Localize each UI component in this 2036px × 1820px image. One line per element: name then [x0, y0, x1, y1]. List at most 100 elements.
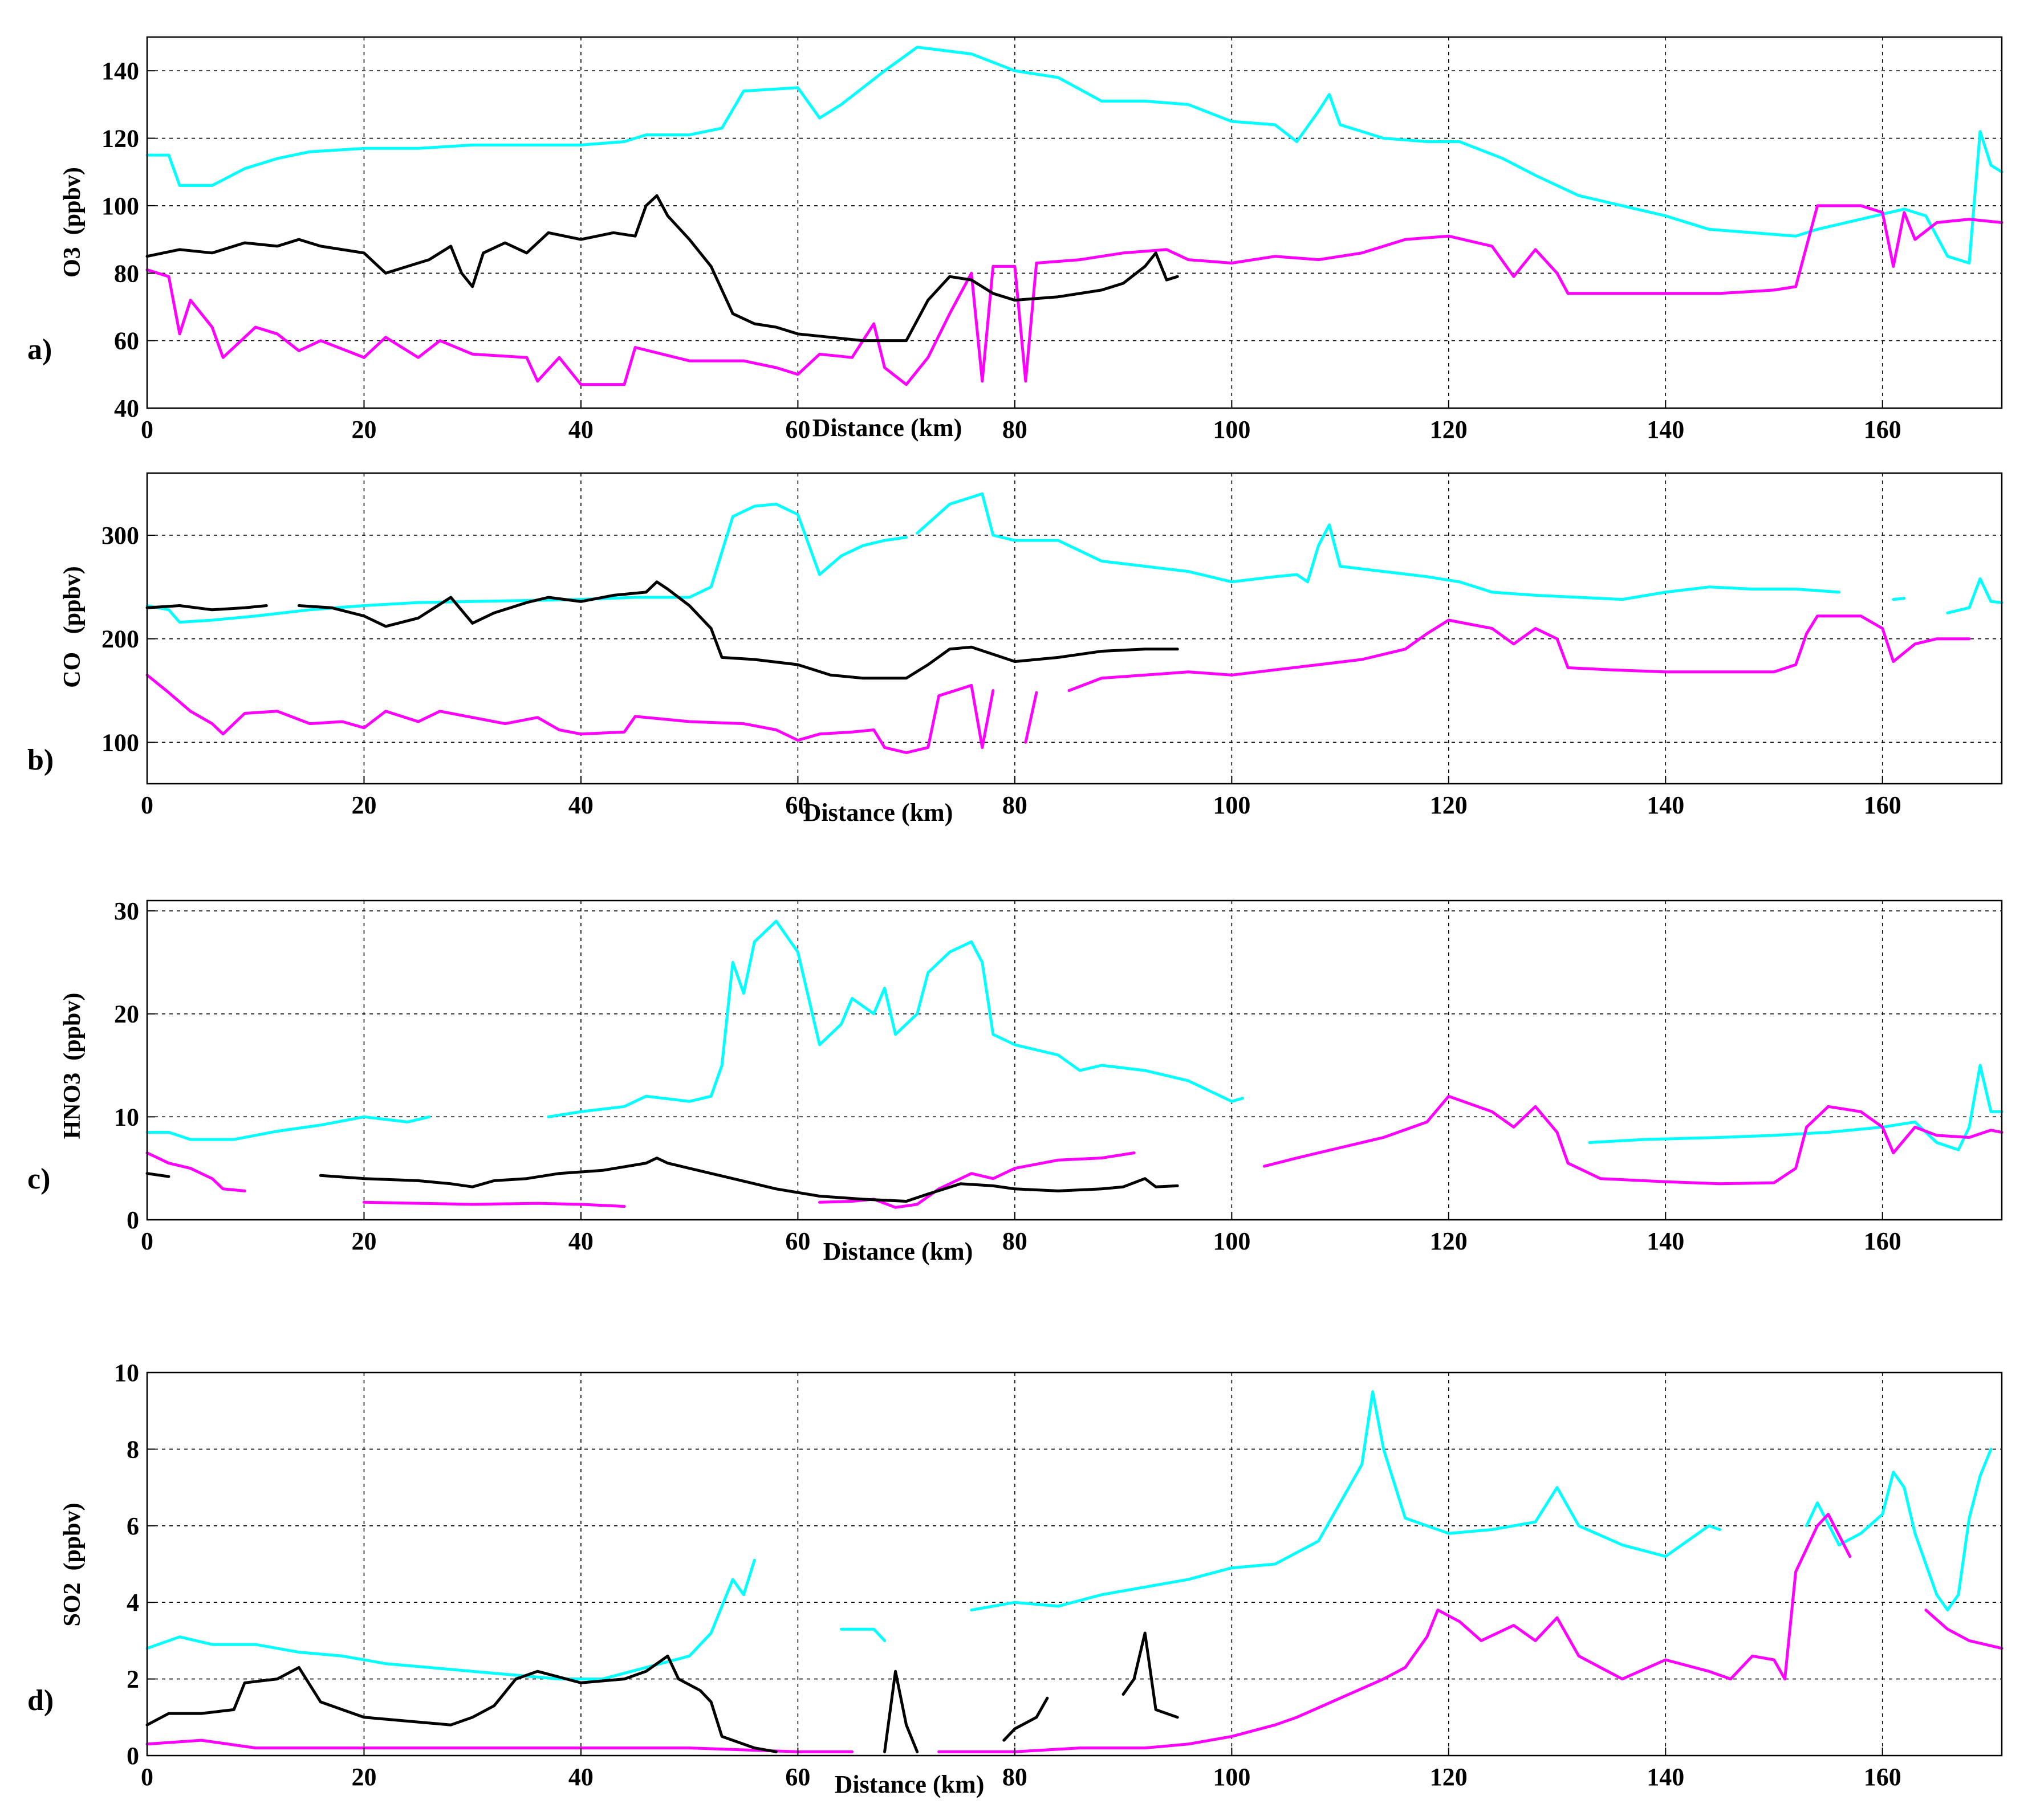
series-magenta-segment-2: [1067, 614, 1971, 692]
x-tick-label: 40: [568, 1227, 594, 1255]
chart-panel-b: 0 20 40 60 80 100 120 140 160 100 200 300 Distance (…: [27, 472, 2004, 826]
x-tick-label: 160: [1864, 791, 1901, 819]
x-tick-label: 0: [141, 1763, 153, 1791]
x-tick-label: 60: [785, 416, 810, 443]
series-magenta-segment-0: [145, 204, 2004, 386]
x-tick-label: 20: [351, 791, 376, 819]
panel-label: a): [27, 333, 52, 366]
plot-frame: [146, 36, 2003, 409]
y-tick-label: 100: [101, 728, 139, 756]
y-tick-label: 6: [127, 1512, 139, 1540]
x-tick-label: 140: [1647, 791, 1684, 819]
x-tick-label: 60: [785, 1227, 810, 1255]
y-axis-label: CO (ppbv): [59, 566, 86, 688]
x-tick-label: 20: [351, 1227, 376, 1255]
y-tick-label: 10: [114, 1103, 139, 1131]
panel-label: b): [27, 744, 54, 776]
x-tick-label: 120: [1430, 1763, 1468, 1791]
series-magenta-segment-1: [1024, 691, 1038, 744]
series-cyan-segment-2: [1588, 1064, 2004, 1151]
x-tick-label: 20: [351, 416, 376, 443]
y-tick-label: 60: [114, 327, 139, 355]
series-magenta-segment-0: [145, 1151, 246, 1192]
x-tick-label: 120: [1430, 1227, 1468, 1255]
series-cyan-segment-2: [1892, 597, 1906, 601]
chart-panel-c: 0 20 40 60 80 100 120 140 160 0 10 20 30 Distance (km…: [27, 897, 2004, 1265]
series-cyan-segment-0: [145, 503, 908, 624]
y-tick-label: 80: [114, 259, 139, 287]
x-axis-label: Distance (km): [812, 414, 962, 442]
series-black-segment-0: [145, 1172, 170, 1178]
y-tick-label: 10: [114, 1359, 139, 1387]
y-tick-label: 2: [127, 1666, 139, 1693]
x-tick-label: 120: [1430, 416, 1468, 443]
y-tick-label: 0: [127, 1742, 139, 1770]
y-tick-label: 140: [101, 57, 139, 85]
series-magenta-segment-1: [937, 1513, 1852, 1753]
x-tick-label: 20: [351, 1763, 376, 1791]
x-tick-label: 160: [1864, 1763, 1901, 1791]
x-tick-label: 100: [1213, 1763, 1250, 1791]
chart-panel-d: 0 20 40 60 80 100 120 140 160 0 2 4 6 8 10 Distance (km…: [27, 1359, 2004, 1798]
series-cyan-segment-1: [916, 492, 1841, 601]
series-black-segment-0: [145, 1654, 778, 1753]
x-tick-label: 100: [1213, 791, 1250, 819]
x-tick-label: 80: [1002, 416, 1027, 443]
x-axis-label: Distance (km): [835, 1770, 985, 1798]
x-tick-label: 80: [1002, 791, 1027, 819]
y-axis-label: SO2 (ppbv): [59, 1503, 86, 1626]
x-tick-label: 140: [1647, 416, 1684, 443]
x-tick-label: 100: [1213, 416, 1250, 443]
series-cyan-segment-2: [970, 1390, 1721, 1612]
series-magenta-segment-1: [363, 1200, 626, 1208]
series-magenta-segment-2: [1924, 1609, 2004, 1650]
x-axis-label: Distance (km): [823, 1237, 973, 1265]
series-black-segment-1: [883, 1670, 919, 1753]
y-tick-label: 30: [114, 897, 139, 925]
x-tick-label: 0: [141, 1227, 153, 1255]
plot-frame: [146, 1371, 2003, 1757]
x-tick-label: 100: [1213, 1227, 1250, 1255]
y-tick-label: 200: [101, 625, 139, 653]
series-cyan-segment-0: [145, 1558, 756, 1681]
y-tick-label: 8: [127, 1435, 139, 1463]
x-tick-label: 40: [568, 791, 594, 819]
y-tick-label: 0: [127, 1206, 139, 1234]
series-magenta-segment-3: [1262, 1094, 2004, 1186]
y-tick-label: 300: [101, 522, 139, 549]
plot-frame: [146, 472, 2003, 785]
series-black-segment-1: [297, 580, 1179, 680]
series-magenta-segment-0: [145, 673, 995, 754]
y-tick-label: 4: [127, 1589, 139, 1617]
panel-label: d): [27, 1684, 54, 1717]
x-tick-label: 80: [1002, 1763, 1027, 1791]
x-tick-label: 0: [141, 791, 153, 819]
x-tick-label: 140: [1647, 1227, 1684, 1255]
series-cyan-segment-0: [145, 1115, 431, 1141]
x-tick-label: 60: [785, 791, 810, 819]
y-tick-label: 120: [101, 125, 139, 153]
series-black-segment-1: [319, 1157, 1179, 1203]
series-black-segment-3: [1121, 1631, 1179, 1719]
y-tick-label: 40: [114, 394, 139, 422]
x-tick-label: 40: [568, 416, 594, 443]
y-axis-label: O3 (ppbv): [59, 167, 86, 278]
x-tick-label: 160: [1864, 416, 1901, 443]
series-cyan-segment-3: [1946, 577, 2004, 614]
y-tick-label: 100: [101, 192, 139, 220]
x-tick-label: 120: [1430, 791, 1468, 819]
series-cyan-segment-0: [145, 46, 2004, 264]
series-black-segment-2: [1002, 1696, 1049, 1742]
x-tick-label: 0: [141, 416, 153, 443]
plot-frame: [146, 899, 2003, 1221]
x-tick-label: 40: [568, 1763, 594, 1791]
x-tick-label: 160: [1864, 1227, 1901, 1255]
y-tick-label: 20: [114, 1000, 139, 1028]
x-tick-label: 60: [785, 1763, 810, 1791]
x-tick-label: 140: [1647, 1763, 1684, 1791]
series-cyan-segment-1: [547, 919, 1244, 1118]
y-axis-label: HNO3 (ppbv): [59, 993, 86, 1139]
chart-panel-a: 0 20 40 60 80 100 120 140 160 40 60 80 100 120 140 Dist…: [27, 36, 2004, 443]
x-axis-label: Distance (km): [803, 799, 953, 826]
